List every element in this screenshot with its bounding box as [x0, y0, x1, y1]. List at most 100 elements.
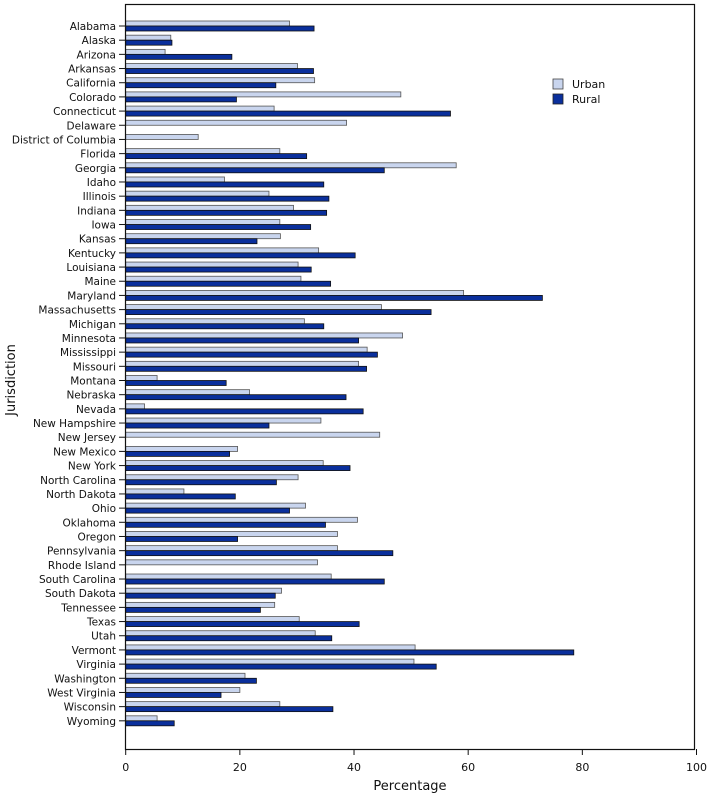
bar-rural — [125, 450, 230, 457]
y-tick-label: Delaware — [67, 120, 116, 132]
bar-urban — [125, 672, 246, 679]
bar-rural — [125, 521, 326, 528]
y-tick-label: Minnesota — [62, 333, 116, 345]
bar-rural — [125, 39, 173, 46]
bar-rural — [125, 493, 236, 500]
bar-urban — [125, 63, 298, 69]
bar-urban — [125, 34, 172, 41]
y-tick-label: Indiana — [77, 205, 116, 217]
bar-rural — [125, 167, 385, 174]
y-tick-label: Kentucky — [68, 248, 116, 260]
y-tick-label: Arkansas — [68, 64, 116, 76]
y-tick-label: Iowa — [91, 220, 116, 232]
bar-urban — [125, 318, 305, 325]
bar-rural — [125, 465, 351, 471]
y-tick-label: Rhode Island — [48, 560, 116, 572]
y-tick-label: Illinois — [83, 191, 116, 203]
x-tick-label: 20 — [233, 761, 247, 774]
bar-rural — [125, 110, 451, 117]
y-tick-label: District of Columbia — [12, 134, 116, 146]
bars-layer — [125, 20, 575, 727]
bar-rural — [125, 550, 394, 557]
bar-rural — [125, 209, 328, 216]
bar-rural — [125, 96, 237, 103]
bar-urban — [125, 346, 368, 353]
bar-urban — [125, 261, 299, 268]
bar-urban — [125, 474, 299, 481]
bar-urban — [125, 219, 281, 225]
bar-rural — [125, 663, 437, 670]
bar-urban — [125, 559, 318, 566]
bar-rural — [125, 181, 325, 188]
y-tick-label: Wyoming — [67, 716, 116, 728]
y-tick-label: Missouri — [73, 361, 116, 373]
bar-urban — [125, 134, 199, 140]
y-tick-label: Michigan — [69, 319, 116, 331]
y-tick-label: Pennsylvania — [47, 546, 116, 558]
y-tick-label: Alaska — [82, 35, 116, 47]
y-tick-label: Massachusetts — [38, 305, 116, 317]
x-tick-label: 60 — [461, 761, 475, 774]
bar-rural — [125, 380, 227, 386]
bar-urban — [125, 148, 281, 155]
legend-label-rural: Rural — [572, 93, 600, 106]
bar-urban — [125, 91, 402, 98]
bar-rural — [125, 706, 334, 713]
bar-rural — [125, 153, 308, 160]
bar-urban — [125, 48, 166, 55]
bar-urban — [125, 460, 324, 466]
bar-urban — [125, 190, 270, 197]
y-tick-label: North Carolina — [40, 475, 116, 487]
bar-urban — [125, 601, 276, 608]
bar-urban — [125, 176, 225, 183]
y-tick-label: Georgia — [75, 163, 116, 175]
bar-rural — [125, 266, 312, 273]
bar-rural — [125, 224, 312, 230]
bar-urban — [125, 77, 316, 84]
y-tick-label: West Virginia — [47, 687, 116, 699]
bar-urban — [125, 445, 238, 452]
x-tick-label: 0 — [122, 761, 129, 774]
bar-urban — [125, 204, 294, 211]
y-tick-label: Virginia — [76, 659, 116, 671]
bar-rural — [125, 280, 332, 287]
bar-urban — [125, 658, 415, 665]
y-tick-label: South Carolina — [39, 574, 116, 586]
y-tick-label: Mississippi — [60, 347, 116, 359]
y-tick-label: Louisiana — [66, 262, 116, 274]
bar-rural — [125, 365, 367, 372]
y-tick-label: Kansas — [79, 234, 116, 246]
y-tick-label: Ohio — [92, 503, 116, 515]
y-tick-label: North Dakota — [46, 489, 116, 501]
y-tick-label: Maine — [84, 276, 116, 288]
y-tick-label: Vermont — [72, 645, 116, 657]
bar-urban — [125, 531, 338, 537]
y-tick-labels: Alabama Alaska Arizona Arkansas California Co… — [12, 21, 125, 728]
bar-rural — [125, 408, 364, 415]
bar-urban — [125, 233, 281, 240]
y-tick-label: Tennessee — [60, 602, 116, 614]
x-axis-title: Percentage — [373, 779, 446, 794]
y-tick-label: Oregon — [77, 531, 116, 543]
bar-rural — [125, 578, 385, 585]
y-tick-label: Washington — [54, 673, 116, 685]
bar-urban — [125, 389, 250, 396]
bar-urban — [125, 247, 320, 254]
bar-urban — [125, 105, 275, 112]
bar-urban — [125, 375, 158, 381]
bar-urban — [125, 516, 358, 523]
x-tick-label: 40 — [347, 761, 361, 774]
bar-rural — [125, 82, 277, 89]
bar-rural — [125, 692, 222, 698]
bar-rural — [125, 238, 258, 245]
bar-urban — [125, 119, 347, 126]
bar-rural — [125, 68, 314, 74]
bar-rural — [125, 195, 330, 202]
bar-urban — [125, 332, 403, 339]
bar-urban — [125, 360, 359, 367]
x-tick-label: 100 — [686, 761, 707, 774]
y-axis-title: Jurisdiction — [4, 344, 19, 417]
bar-rural — [125, 422, 270, 429]
bar-urban — [125, 275, 302, 282]
bar-rural — [125, 592, 276, 599]
